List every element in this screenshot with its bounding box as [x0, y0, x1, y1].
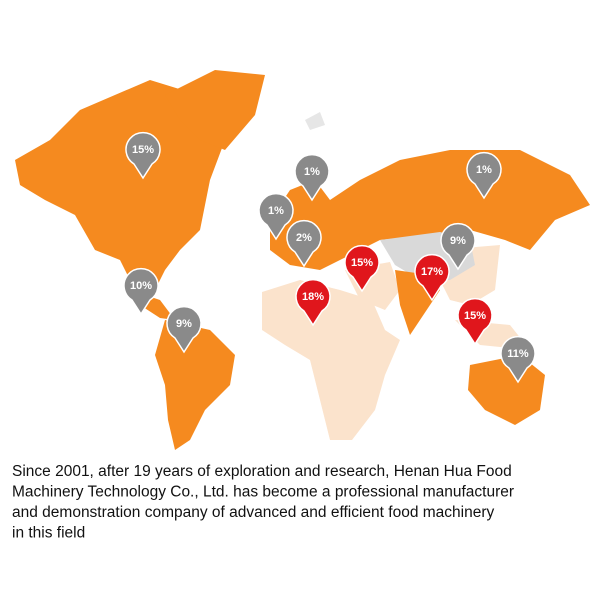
caption: Since 2001, after 19 years of exploratio…: [12, 463, 514, 542]
map-pin: 1%: [294, 153, 330, 202]
pin-label: 1%: [268, 205, 284, 217]
pin-label: 1%: [304, 166, 320, 178]
map-pin: 1%: [466, 151, 502, 200]
pin-marker: [286, 219, 322, 268]
australia: [468, 355, 545, 425]
map-pin: 17%: [414, 253, 450, 302]
pin-label: 17%: [421, 266, 443, 278]
map-pin: 2%: [286, 219, 322, 268]
pin-marker: [258, 192, 294, 241]
south-america: [155, 320, 235, 450]
africa: [262, 280, 400, 440]
pin-marker: [123, 267, 159, 316]
pin-marker: [466, 151, 502, 200]
pin-label: 2%: [296, 232, 312, 244]
map-pin: 1%: [258, 192, 294, 241]
map-pin: 9%: [166, 305, 202, 354]
pin-label: 9%: [450, 235, 466, 247]
map-pin: 10%: [123, 267, 159, 316]
greenland: [165, 70, 265, 150]
map-pin: 9%: [440, 222, 476, 271]
europe-russia: [270, 150, 590, 270]
pin-label: 18%: [302, 291, 324, 303]
map-pin: 18%: [295, 278, 331, 327]
pin-label: 1%: [476, 164, 492, 176]
pin-marker: [440, 222, 476, 271]
pin-marker: [294, 153, 330, 202]
pins: 15% 1% 1% 1% 2% 9% 15% 17% 10% 18% 9% 15% 11%: [123, 131, 536, 384]
pin-label: 15%: [132, 144, 154, 156]
pin-label: 10%: [130, 280, 152, 292]
pin-marker: [166, 305, 202, 354]
map-pin: 15%: [457, 297, 493, 346]
north-america: [15, 80, 240, 300]
pin-marker: [125, 131, 161, 180]
iceland: [305, 112, 325, 130]
pin-marker: [457, 297, 493, 346]
pin-label: 9%: [176, 318, 192, 330]
caption-line: and demonstration company of advanced an…: [12, 504, 494, 521]
pin-marker: [295, 278, 331, 327]
caption-line: Machinery Technology Co., Ltd. has becom…: [12, 484, 514, 501]
map-pin: 15%: [344, 244, 380, 293]
pin-label: 11%: [507, 348, 529, 360]
caption-line: Since 2001, after 19 years of exploratio…: [12, 463, 512, 480]
pin-marker: [500, 335, 536, 384]
pin-label: 15%: [464, 310, 486, 322]
pin-marker: [414, 253, 450, 302]
map-pin: 15%: [125, 131, 161, 180]
pin-marker: [344, 244, 380, 293]
pin-label: 15%: [351, 257, 373, 269]
caption-line: in this field: [12, 525, 85, 542]
map-pin: 11%: [500, 335, 536, 384]
